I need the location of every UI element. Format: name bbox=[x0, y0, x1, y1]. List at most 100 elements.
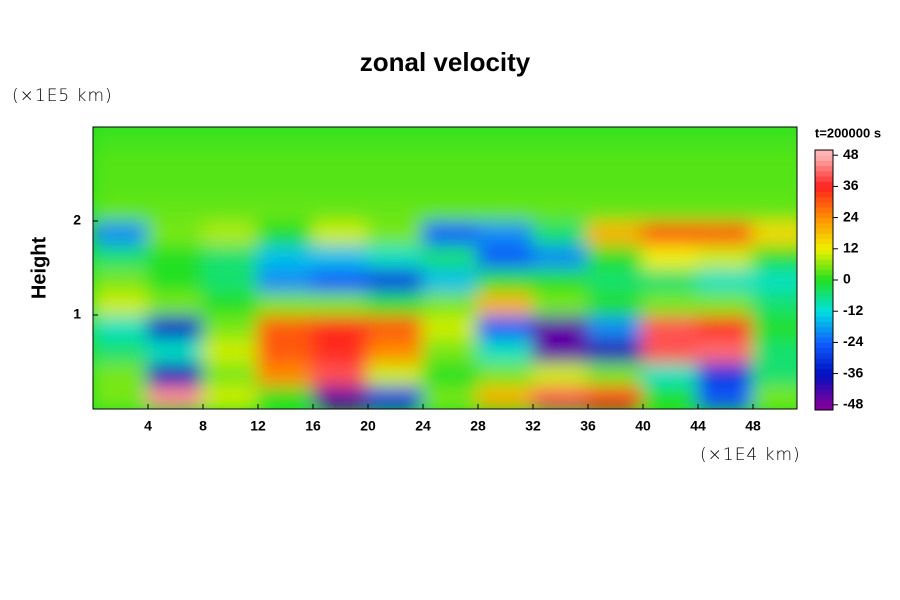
heat-cell bbox=[257, 337, 314, 363]
colorbar-band bbox=[815, 176, 833, 182]
heat-cell bbox=[147, 127, 204, 152]
x-tick-label: 12 bbox=[250, 418, 266, 434]
plot-frame bbox=[92, 126, 798, 410]
colorbar bbox=[815, 150, 833, 411]
heat-cell bbox=[202, 314, 259, 340]
colorbar-band bbox=[815, 248, 833, 255]
colorbar-band bbox=[815, 384, 833, 390]
colorbar-band bbox=[815, 222, 833, 229]
colorbar-band bbox=[815, 363, 833, 369]
y-unit: (×1E5 km) bbox=[12, 86, 113, 106]
colorbar-band bbox=[815, 321, 833, 328]
colorbar-band bbox=[815, 196, 833, 203]
colorbar-tick-label: 12 bbox=[843, 240, 859, 256]
colorbar-band bbox=[815, 306, 833, 312]
x-tick-label: 16 bbox=[305, 418, 321, 434]
heat-cell bbox=[587, 337, 644, 363]
heat-cell bbox=[752, 290, 797, 316]
heat-cell bbox=[752, 314, 797, 340]
heat-cell bbox=[587, 243, 644, 269]
heat-cell bbox=[147, 384, 204, 409]
colorbar-tick-label: 48 bbox=[843, 146, 859, 162]
heat-cell bbox=[477, 149, 534, 175]
heat-cell bbox=[367, 314, 424, 340]
heat-cell bbox=[697, 337, 754, 363]
heat-cell bbox=[697, 384, 754, 409]
heat-cell bbox=[642, 243, 699, 269]
colorbar-band bbox=[815, 228, 833, 234]
colorbar-band bbox=[815, 233, 833, 239]
heat-cell bbox=[422, 127, 479, 152]
colorbar-band bbox=[815, 300, 833, 307]
x-unit: (×1E4 km) bbox=[700, 445, 801, 465]
heat-cell bbox=[477, 220, 534, 246]
heat-cell bbox=[147, 290, 204, 316]
colorbar-band bbox=[815, 295, 833, 302]
heat-cell bbox=[422, 196, 479, 222]
heat-cell bbox=[587, 384, 644, 409]
heat-cell bbox=[257, 220, 314, 246]
heat-cell bbox=[257, 314, 314, 340]
heat-cell bbox=[93, 149, 149, 175]
heat-cell bbox=[532, 290, 589, 316]
heat-cell bbox=[477, 337, 534, 363]
heat-cell bbox=[532, 173, 589, 199]
heat-cell bbox=[697, 267, 754, 293]
x-tick-label: 36 bbox=[580, 418, 596, 434]
heat-cell bbox=[477, 127, 534, 152]
heat-cell bbox=[93, 290, 149, 316]
heat-cell bbox=[312, 149, 369, 175]
colorbar-band bbox=[815, 389, 833, 395]
heat-cell bbox=[367, 149, 424, 175]
colorbar-band bbox=[815, 373, 833, 380]
y-axis-label: Height bbox=[28, 237, 50, 300]
heat-cell bbox=[147, 243, 204, 269]
heat-cell bbox=[202, 243, 259, 269]
heat-cell bbox=[202, 196, 259, 222]
heat-cell bbox=[422, 149, 479, 175]
colorbar-band bbox=[815, 191, 833, 198]
heat-cell bbox=[202, 361, 259, 387]
heat-cell bbox=[147, 267, 204, 293]
x-tick-label: 4 bbox=[144, 418, 152, 434]
heat-cell bbox=[202, 149, 259, 175]
x-tick-label: 40 bbox=[635, 418, 651, 434]
heat-cell bbox=[367, 337, 424, 363]
heat-cell bbox=[587, 290, 644, 316]
heat-cell bbox=[93, 314, 149, 340]
heat-cell bbox=[752, 361, 797, 387]
heat-cell bbox=[587, 220, 644, 246]
colorbar-band bbox=[815, 186, 833, 193]
heat-cell bbox=[312, 361, 369, 387]
colorbar-band bbox=[815, 332, 833, 338]
colorbar-band bbox=[815, 254, 833, 260]
colorbar-band bbox=[815, 274, 833, 281]
heat-cell bbox=[257, 173, 314, 199]
colorbar-band bbox=[815, 264, 833, 271]
colorbar-band bbox=[815, 347, 833, 354]
heat-cell bbox=[752, 220, 797, 246]
heat-cell bbox=[422, 314, 479, 340]
colorbar-band bbox=[815, 311, 833, 317]
heat-cell bbox=[93, 196, 149, 222]
heat-cell bbox=[367, 196, 424, 222]
heat-cell bbox=[477, 290, 534, 316]
heat-cell bbox=[697, 220, 754, 246]
heat-cell bbox=[257, 267, 314, 293]
heat-cell bbox=[93, 220, 149, 246]
heat-cell bbox=[257, 243, 314, 269]
colorbar-band bbox=[815, 243, 833, 250]
heat-cell bbox=[422, 337, 479, 363]
heat-cell bbox=[422, 290, 479, 316]
heat-cell bbox=[257, 290, 314, 316]
heat-cell bbox=[642, 149, 699, 175]
colorbar-band bbox=[815, 212, 833, 219]
heat-cell bbox=[477, 361, 534, 387]
heat-cell bbox=[587, 196, 644, 222]
colorbar-band bbox=[815, 326, 833, 333]
heat-cell bbox=[532, 314, 589, 340]
colorbar-band bbox=[815, 170, 833, 177]
heat-cell bbox=[312, 127, 369, 152]
colorbar-tick-label: 24 bbox=[843, 208, 859, 224]
x-tick-label: 32 bbox=[525, 418, 541, 434]
